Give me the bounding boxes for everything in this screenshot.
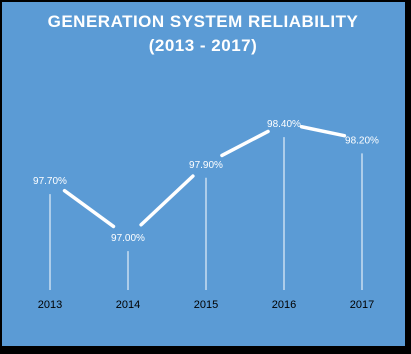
chart-subtitle: (2013 - 2017): [149, 36, 258, 55]
series-line-group: [62, 125, 347, 229]
x-axis-tick-labels: 2013 2014 2015 2016 2017: [38, 299, 374, 311]
data-label-2014: 97.00%: [111, 233, 145, 244]
data-label-2016: 98.40%: [267, 119, 301, 130]
line-chart: GENERATION SYSTEM RELIABILITY (2013 - 20…: [33, 12, 379, 311]
series-segment-2016-2017: [299, 125, 347, 138]
series-segment-2014-2015: [139, 174, 195, 227]
data-label-2017: 98.20%: [345, 135, 379, 146]
data-labels: 97.70% 97.00% 97.90% 98.40% 98.20%: [33, 119, 379, 244]
data-label-2015: 97.90%: [189, 160, 223, 171]
series-segment-2013-2014: [62, 188, 116, 229]
x-tick-label-2014: 2014: [116, 299, 140, 311]
x-tick-label-2016: 2016: [272, 299, 296, 311]
x-tick-label-2013: 2013: [38, 299, 62, 311]
series-segment-2015-2016: [220, 129, 270, 158]
chart-panel: GENERATION SYSTEM RELIABILITY (2013 - 20…: [2, 2, 405, 346]
data-label-2013: 97.70%: [33, 176, 67, 187]
x-tick-label-2017: 2017: [350, 299, 374, 311]
x-tick-label-2015: 2015: [194, 299, 218, 311]
chart-title: GENERATION SYSTEM RELIABILITY: [48, 12, 359, 31]
drop-lines: [49, 137, 363, 290]
